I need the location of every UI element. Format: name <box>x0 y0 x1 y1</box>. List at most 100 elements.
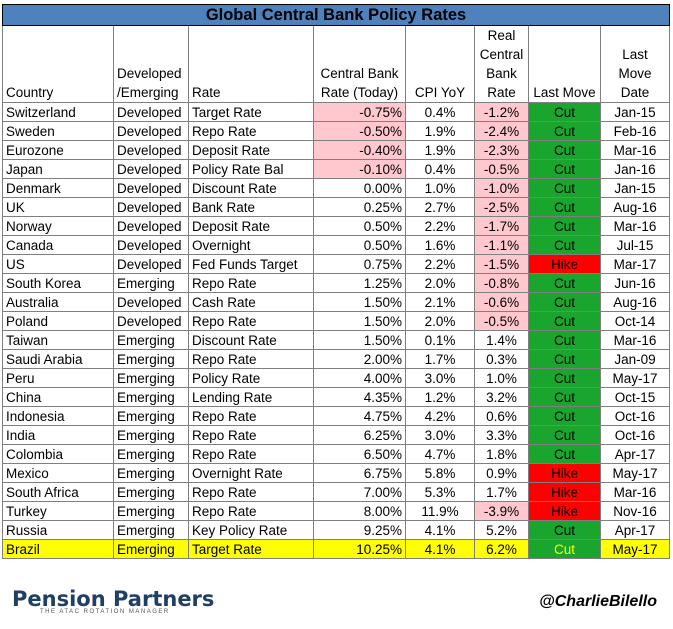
cell-last-move-date: Mar-16 <box>599 482 671 502</box>
cell-rate-type: Discount Rate <box>188 330 314 350</box>
cell-last-move-date: Aug-16 <box>599 197 671 217</box>
cell-central-bank-rate: 8.00% <box>313 501 406 521</box>
cell-last-move: Cut <box>528 140 601 160</box>
pension-partners-logo: Pension Partners THE ATAC ROTATION MANAG… <box>12 587 214 615</box>
table-row: Russia Emerging Key Policy Rate 9.25% 4.1% 5.… <box>2 520 671 540</box>
table-row: Saudi Arabia Emerging Repo Rate 2.00% 1.7% 0.… <box>2 349 671 369</box>
cell-rate-type: Deposit Rate <box>188 216 314 236</box>
cell-last-move-date: Mar-16 <box>599 140 671 160</box>
cell-developed-emerging: Developed <box>113 159 189 179</box>
cell-central-bank-rate: 0.50% <box>313 235 406 255</box>
cell-developed-emerging: Developed <box>113 235 189 255</box>
col-header-real-rate: Real Central Bank Rate <box>474 25 529 103</box>
cell-developed-emerging: Emerging <box>113 273 189 293</box>
cell-last-move-date: Aug-16 <box>599 292 671 312</box>
cell-central-bank-rate: 4.75% <box>313 406 406 426</box>
cell-country: South Korea <box>2 273 114 293</box>
cell-last-move-date: Jan-16 <box>599 159 671 179</box>
cell-country: Russia <box>2 520 114 540</box>
cell-rate-type: Repo Rate <box>188 501 314 521</box>
cell-real-rate: -2.3% <box>474 140 529 160</box>
table-row: China Emerging Lending Rate 4.35% 1.2% 3.2% Cu… <box>2 387 671 407</box>
cell-central-bank-rate: -0.75% <box>313 102 406 122</box>
col-header-last-move-date: Last Move Date <box>599 25 671 103</box>
cell-country: Sweden <box>2 121 114 141</box>
cell-country: Brazil <box>2 539 114 559</box>
cell-developed-emerging: Emerging <box>113 463 189 483</box>
cell-real-rate: 5.2% <box>474 520 529 540</box>
cell-last-move: Hike <box>528 501 601 521</box>
cell-central-bank-rate: -0.10% <box>313 159 406 179</box>
cell-real-rate: -2.5% <box>474 197 529 217</box>
cell-country: Mexico <box>2 463 114 483</box>
cell-cpi: 11.9% <box>405 501 475 521</box>
cell-last-move: Cut <box>528 444 601 464</box>
cell-central-bank-rate: 0.75% <box>313 254 406 274</box>
cell-central-bank-rate: -0.50% <box>313 121 406 141</box>
cell-developed-emerging: Developed <box>113 102 189 122</box>
cell-developed-emerging: Developed <box>113 140 189 160</box>
cell-real-rate: -1.5% <box>474 254 529 274</box>
cell-country: US <box>2 254 114 274</box>
cell-last-move-date: Apr-17 <box>599 520 671 540</box>
cell-country: India <box>2 425 114 445</box>
table-row: UK Developed Bank Rate 0.25% 2.7% -2.5% Cut Aug… <box>2 197 671 217</box>
cell-cpi: 3.0% <box>405 368 475 388</box>
cell-rate-type: Target Rate <box>188 539 314 559</box>
cell-country: South Africa <box>2 482 114 502</box>
cell-cpi: 0.4% <box>405 102 475 122</box>
cell-last-move-date: Oct-15 <box>599 387 671 407</box>
logo-tagline: THE ATAC ROTATION MANAGER <box>40 609 170 615</box>
cell-last-move: Hike <box>528 254 601 274</box>
author-handle: @CharlieBilello <box>539 593 657 610</box>
table-row: Eurozone Developed Deposit Rate -0.40% 1.9% -… <box>2 140 671 160</box>
cell-central-bank-rate: 4.00% <box>313 368 406 388</box>
table-row: Denmark Developed Discount Rate 0.00% 1.0% -1… <box>2 178 671 198</box>
cell-rate-type: Policy Rate <box>188 368 314 388</box>
cell-central-bank-rate: 4.35% <box>313 387 406 407</box>
cell-last-move-date: Jan-15 <box>599 178 671 198</box>
cell-rate-type: Discount Rate <box>188 178 314 198</box>
table-row: Japan Developed Policy Rate Bal -0.10% 0.4% -… <box>2 159 671 179</box>
cell-last-move: Cut <box>528 159 601 179</box>
cell-last-move-date: Jan-09 <box>599 349 671 369</box>
cell-cpi: 0.4% <box>405 159 475 179</box>
cell-last-move-date: Nov-16 <box>599 501 671 521</box>
cell-cpi: 2.2% <box>405 254 475 274</box>
cell-real-rate: 0.3% <box>474 349 529 369</box>
cell-rate-type: Target Rate <box>188 102 314 122</box>
cell-cpi: 1.9% <box>405 121 475 141</box>
cell-cpi: 2.0% <box>405 311 475 331</box>
cell-cpi: 4.1% <box>405 539 475 559</box>
cell-developed-emerging: Developed <box>113 311 189 331</box>
cell-country: Peru <box>2 368 114 388</box>
cell-central-bank-rate: 9.25% <box>313 520 406 540</box>
cell-real-rate: 1.8% <box>474 444 529 464</box>
cell-last-move-date: Mar-17 <box>599 254 671 274</box>
cell-real-rate: 1.7% <box>474 482 529 502</box>
table-row: South Africa Emerging Repo Rate 7.00% 5.3% 1.… <box>2 482 671 502</box>
cell-country: Japan <box>2 159 114 179</box>
cell-cpi: 1.7% <box>405 349 475 369</box>
cell-last-move-date: Jan-15 <box>599 102 671 122</box>
cell-real-rate: -3.9% <box>474 501 529 521</box>
col-header-developed-emerging: Developed /Emerging <box>113 25 189 103</box>
cell-cpi: 5.3% <box>405 482 475 502</box>
cell-developed-emerging: Emerging <box>113 349 189 369</box>
cell-real-rate: 3.2% <box>474 387 529 407</box>
col-header-last-move: Last Move <box>528 25 601 103</box>
cell-last-move-date: Jun-16 <box>599 273 671 293</box>
cell-developed-emerging: Emerging <box>113 330 189 350</box>
cell-developed-emerging: Developed <box>113 216 189 236</box>
cell-central-bank-rate: 0.00% <box>313 178 406 198</box>
header-row: Country Developed /Emerging Rate Central… <box>2 25 671 103</box>
cell-real-rate: 1.0% <box>474 368 529 388</box>
table-row: Brazil Emerging Target Rate 10.25% 4.1% 6.2% C… <box>2 539 671 559</box>
cell-real-rate: 3.3% <box>474 425 529 445</box>
logo-text: Pension Partners <box>12 587 215 611</box>
cell-last-move: Cut <box>528 311 601 331</box>
cell-rate-type: Repo Rate <box>188 444 314 464</box>
cell-developed-emerging: Developed <box>113 254 189 274</box>
cell-country: Canada <box>2 235 114 255</box>
cell-real-rate: -1.0% <box>474 178 529 198</box>
